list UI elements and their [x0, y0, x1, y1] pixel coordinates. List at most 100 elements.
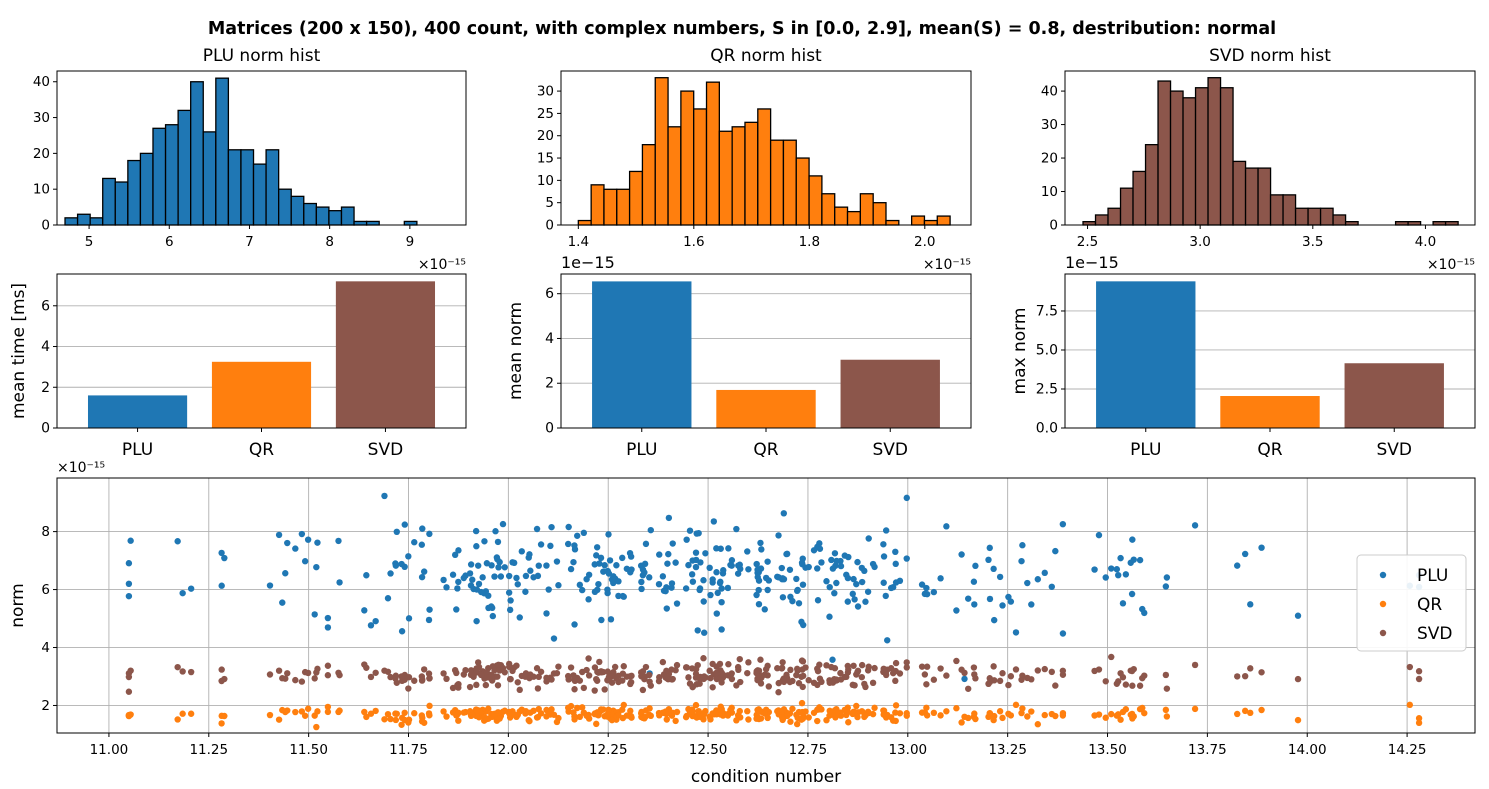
scatter-point-plu — [485, 604, 492, 612]
scatter-point-plu — [574, 532, 581, 539]
scatter-point-plu — [990, 616, 998, 624]
x-tick-label: SVD — [1376, 440, 1412, 460]
scatter-point-svd — [923, 681, 930, 688]
bar-qr — [211, 361, 312, 428]
scatter-point-plu — [780, 510, 788, 517]
y-tick-label: 2.5 — [1036, 381, 1058, 397]
scatter-point-svd — [716, 660, 724, 668]
scatter-point-svd — [970, 664, 978, 671]
scatter-point-qr — [1117, 716, 1124, 723]
scatter-point-qr — [627, 707, 634, 715]
scatter-point-svd — [837, 669, 844, 677]
scatter-point-svd — [218, 666, 225, 673]
scatter-point-qr — [709, 710, 716, 718]
scatter-point-plu — [605, 570, 613, 577]
scatter-point-qr — [707, 716, 714, 723]
scatter-point-qr — [1115, 711, 1122, 718]
scatter-point-qr — [823, 716, 830, 724]
scatter-point-svd — [851, 682, 858, 689]
scatter-point-qr — [764, 714, 771, 722]
scatter-point-qr — [1102, 714, 1109, 721]
scatter-point-plu — [361, 607, 368, 614]
scatter-point-plu — [682, 585, 690, 592]
scatter-point-plu — [757, 539, 764, 547]
scatter-point-plu — [179, 589, 186, 597]
scatter-point-qr — [854, 713, 861, 721]
scatter-point-plu — [543, 610, 550, 617]
scatter-point-plu — [553, 558, 561, 565]
scatter-point-qr — [826, 712, 833, 719]
scatter-point-svd — [596, 658, 603, 666]
x-offset-label: ×10⁻¹⁵ — [1427, 257, 1475, 273]
x-tick-label: 11.50 — [289, 742, 328, 758]
scatter-point-plu — [865, 535, 872, 542]
scatter-point-qr — [1028, 708, 1035, 715]
scatter-point-plu — [363, 572, 370, 579]
scatter-point-plu — [884, 637, 891, 644]
scatter-point-svd — [619, 677, 626, 684]
scatter-point-svd — [789, 677, 796, 685]
scatter-point-plu — [384, 595, 392, 602]
y-tick-label: 4 — [545, 331, 554, 347]
scatter-point-svd — [481, 675, 488, 682]
scatter-point-plu — [1108, 565, 1115, 572]
scatter-point-svd — [1136, 682, 1144, 689]
histogram-bar — [590, 184, 605, 226]
legend-marker-plu — [1379, 571, 1387, 579]
x-tick-label: 14.25 — [1388, 742, 1427, 758]
scatter-point-plu — [656, 551, 663, 558]
scatter-point-plu — [1102, 574, 1109, 581]
scatter-point-qr — [174, 716, 181, 723]
scatter-point-plu — [798, 559, 806, 566]
scatter-point-qr — [405, 719, 412, 726]
scatter-point-plu — [892, 579, 900, 586]
scatter-point-plu — [642, 540, 650, 548]
y-tick-label: 7.5 — [1036, 303, 1058, 319]
scatter-point-svd — [620, 663, 627, 670]
scatter-point-plu — [593, 544, 601, 551]
scatter-point-plu — [719, 570, 727, 577]
scatter-point-svd — [724, 672, 732, 679]
y-tick-label: 10 — [33, 182, 50, 198]
scatter-point-qr — [387, 715, 394, 723]
legend: PLU QR SVD — [1356, 554, 1467, 652]
y-tick-label: 30 — [537, 84, 554, 100]
x-tick-label: 1.4 — [568, 234, 589, 250]
y-tick-label: 5.0 — [1036, 342, 1058, 358]
y-offset-label: 1e−15 — [1065, 253, 1119, 272]
legend-marker-qr — [1379, 600, 1387, 608]
scatter-point-plu — [505, 589, 513, 596]
scatter-point-plu — [425, 616, 433, 624]
scatter-point-plu — [455, 578, 462, 586]
scatter-point-plu — [826, 583, 833, 591]
scatter-point-svd — [495, 661, 502, 668]
bar-plu — [592, 281, 692, 428]
scatter-point-plu — [1122, 571, 1130, 578]
scatter-point-plu — [494, 538, 502, 546]
histogram-bar — [667, 126, 682, 226]
scatter-point-svd — [755, 673, 762, 680]
scatter-point-svd — [1091, 667, 1098, 675]
scatter-point-svd — [833, 677, 840, 684]
scatter-point-svd — [639, 668, 647, 675]
scatter-point-qr — [580, 709, 588, 716]
scatter-point-svd — [880, 666, 888, 673]
series-qr — [125, 699, 1423, 731]
mean_norm-panel: 0 2 4 6 PLU QR SVD mean norm 1e−15 — [506, 253, 972, 460]
scatter-point-svd — [460, 671, 467, 678]
scatter-point-svd — [426, 675, 433, 682]
scatter-point-plu — [745, 566, 752, 573]
scatter-point-qr — [672, 717, 679, 725]
scatter-point-svd — [473, 681, 480, 689]
scatter-point-svd — [537, 668, 545, 675]
histogram-bar — [1082, 221, 1097, 226]
scatter-point-plu — [567, 565, 575, 573]
x-tick-label: 7 — [245, 234, 254, 250]
scatter-point-plu — [481, 538, 488, 545]
scatter-point-plu — [221, 554, 228, 562]
scatter-point-plu — [218, 549, 225, 557]
scatter-point-svd — [659, 658, 667, 666]
scatter-point-plu — [764, 586, 771, 594]
scatter-point-plu — [455, 547, 462, 554]
histogram-bar — [353, 220, 368, 226]
